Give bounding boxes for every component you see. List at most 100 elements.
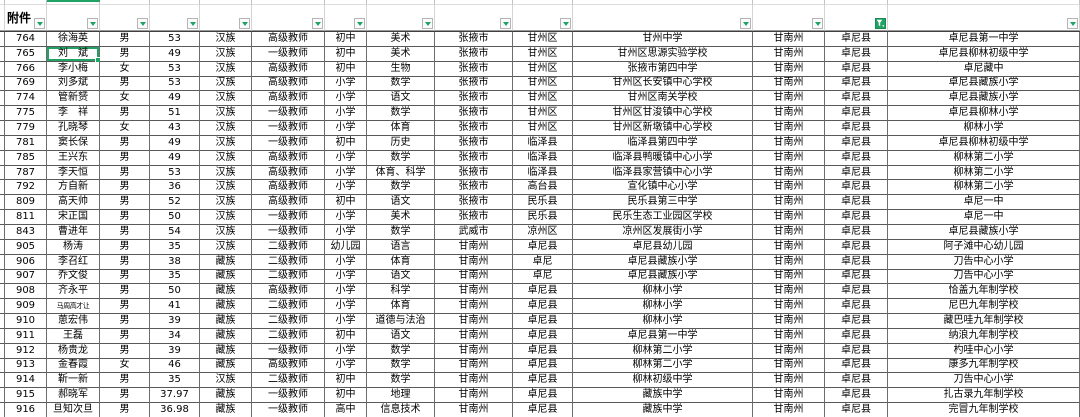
- table-cell[interactable]: 汉族: [200, 32, 252, 47]
- table-cell[interactable]: 张掖市: [435, 61, 513, 77]
- table-cell[interactable]: 柳林小学: [573, 284, 753, 300]
- table-cell[interactable]: 41: [150, 299, 200, 315]
- table-cell[interactable]: 小学: [325, 284, 367, 300]
- table-cell[interactable]: 汉族: [200, 180, 252, 196]
- table-cell[interactable]: 高级教师: [252, 358, 325, 374]
- filter-button[interactable]: [354, 18, 365, 29]
- table-cell[interactable]: 卓尼县: [825, 388, 888, 404]
- table-cell[interactable]: 刀告中心小学: [888, 254, 1080, 270]
- table-cell[interactable]: 甘南州: [753, 224, 825, 240]
- table-cell[interactable]: 卓尼县: [513, 388, 573, 404]
- table-cell[interactable]: 甘州区: [513, 76, 573, 92]
- table-cell[interactable]: 汉族: [200, 121, 252, 136]
- table-cell[interactable]: 卓尼县柳林小学: [888, 106, 1080, 122]
- table-cell[interactable]: 37.97: [150, 388, 200, 404]
- table-cell[interactable]: 男: [100, 180, 150, 196]
- filter-button[interactable]: [560, 18, 571, 29]
- table-cell[interactable]: 男: [100, 46, 150, 62]
- table-cell[interactable]: 临泽县鸭暖镇中心小学: [573, 150, 753, 166]
- table-cell[interactable]: 康多九年制学校: [888, 358, 1080, 374]
- table-cell[interactable]: 美术: [367, 46, 435, 62]
- table-cell[interactable]: 甘南州: [753, 61, 825, 77]
- table-cell[interactable]: 数学: [367, 224, 435, 240]
- header-cell[interactable]: [252, 5, 325, 31]
- table-cell[interactable]: 汉族: [200, 106, 252, 122]
- table-cell[interactable]: 男: [100, 135, 150, 151]
- table-cell[interactable]: 临泽县: [513, 150, 573, 166]
- table-cell[interactable]: 甘南州: [753, 343, 825, 359]
- table-cell[interactable]: 男: [100, 195, 150, 211]
- header-cell[interactable]: [753, 5, 825, 31]
- table-cell[interactable]: 卓尼县: [825, 358, 888, 374]
- table-cell[interactable]: 藏族: [200, 403, 252, 417]
- table-cell[interactable]: 38: [150, 254, 200, 270]
- table-cell[interactable]: 843: [5, 224, 47, 240]
- table-cell[interactable]: 初中: [325, 61, 367, 77]
- table-cell[interactable]: 女: [100, 61, 150, 77]
- table-cell[interactable]: 张掖市: [435, 150, 513, 166]
- table-cell[interactable]: 高级教师: [252, 61, 325, 77]
- table-cell[interactable]: 柳林第二小学: [888, 165, 1080, 181]
- table-cell[interactable]: 男: [100, 165, 150, 181]
- table-cell[interactable]: 卓尼县: [825, 254, 888, 270]
- table-cell[interactable]: 卓尼县: [825, 284, 888, 300]
- table-cell[interactable]: 男: [100, 254, 150, 270]
- table-cell[interactable]: 男: [100, 224, 150, 240]
- table-cell[interactable]: 刀告中心小学: [888, 373, 1080, 389]
- table-cell[interactable]: 775: [5, 106, 47, 122]
- table-cell[interactable]: 数学: [367, 106, 435, 122]
- table-cell[interactable]: 甘南州: [753, 269, 825, 285]
- table-cell[interactable]: 甘州区: [513, 121, 573, 136]
- table-cell[interactable]: 卓尼县: [825, 299, 888, 315]
- header-cell[interactable]: [573, 5, 753, 31]
- table-cell[interactable]: 阿子滩中心幼儿园: [888, 239, 1080, 255]
- table-cell[interactable]: 小学: [325, 314, 367, 329]
- table-cell[interactable]: 藏族: [200, 284, 252, 300]
- table-cell[interactable]: 卓尼县第一中学: [573, 328, 753, 344]
- table-cell[interactable]: 高级教师: [252, 150, 325, 166]
- table-cell[interactable]: 柳林小学: [573, 299, 753, 315]
- table-cell[interactable]: 语言: [367, 239, 435, 255]
- table-cell[interactable]: 甘南州: [753, 91, 825, 107]
- table-cell[interactable]: 46: [150, 358, 200, 374]
- table-cell[interactable]: 小学: [325, 224, 367, 240]
- header-cell[interactable]: [325, 5, 367, 31]
- table-cell[interactable]: 卓尼县: [825, 210, 888, 225]
- table-cell[interactable]: 孔晓琴: [47, 121, 100, 136]
- table-cell[interactable]: 地理: [367, 388, 435, 404]
- table-cell[interactable]: 35: [150, 269, 200, 285]
- table-cell[interactable]: 甘南州: [435, 403, 513, 417]
- filter-button[interactable]: [312, 18, 323, 29]
- table-cell[interactable]: 卓尼县第一中学: [888, 32, 1080, 47]
- table-cell[interactable]: 小学: [325, 343, 367, 359]
- table-cell[interactable]: 张掖市: [435, 135, 513, 151]
- table-cell[interactable]: 卓尼县柳林初级中学: [888, 46, 1080, 62]
- table-cell[interactable]: 卓尼县: [825, 269, 888, 285]
- table-cell[interactable]: 769: [5, 76, 47, 92]
- table-cell[interactable]: 卓尼县: [825, 61, 888, 77]
- table-cell[interactable]: 35: [150, 373, 200, 389]
- table-cell[interactable]: 卓尼县: [825, 373, 888, 389]
- table-cell[interactable]: 汉族: [200, 195, 252, 211]
- table-cell[interactable]: 49: [150, 91, 200, 107]
- active-filter-button[interactable]: [875, 18, 886, 29]
- table-cell[interactable]: 凉州区: [513, 224, 573, 240]
- table-cell[interactable]: 美术: [367, 210, 435, 225]
- table-cell[interactable]: 高级教师: [252, 91, 325, 107]
- table-cell[interactable]: 藏族: [200, 328, 252, 344]
- table-cell[interactable]: 靳一新: [47, 373, 100, 389]
- filter-button[interactable]: [500, 18, 511, 29]
- table-cell[interactable]: 宋正国: [47, 210, 100, 225]
- table-cell[interactable]: 卓尼县幼儿园: [573, 239, 753, 255]
- table-cell[interactable]: 甘南州: [753, 195, 825, 211]
- table-cell[interactable]: 甘南州: [753, 358, 825, 374]
- table-cell[interactable]: 男: [100, 314, 150, 329]
- table-cell[interactable]: 男: [100, 150, 150, 166]
- table-cell[interactable]: 甘州中学: [573, 32, 753, 47]
- table-cell[interactable]: 卓尼县: [825, 150, 888, 166]
- table-cell[interactable]: 男: [100, 328, 150, 344]
- table-cell[interactable]: 一级教师: [252, 403, 325, 417]
- table-cell[interactable]: 43: [150, 121, 200, 136]
- table-cell[interactable]: 高级教师: [252, 32, 325, 47]
- table-cell[interactable]: 管新赟: [47, 91, 100, 107]
